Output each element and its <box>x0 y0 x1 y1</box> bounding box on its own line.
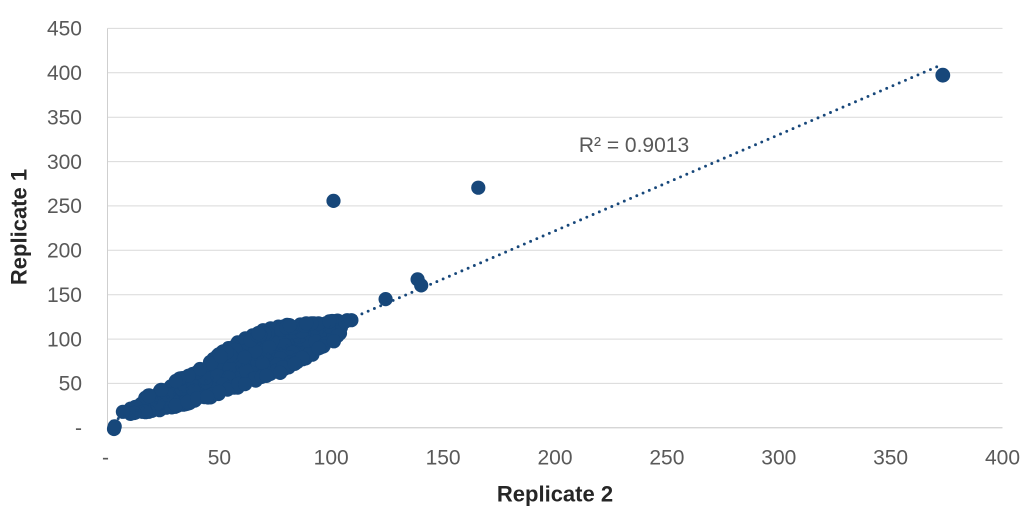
svg-text:Replicate 1: Replicate 1 <box>7 169 32 285</box>
svg-text:-: - <box>102 447 109 470</box>
svg-text:300: 300 <box>47 151 82 174</box>
svg-text:Replicate 2: Replicate 2 <box>497 482 613 507</box>
svg-text:400: 400 <box>985 447 1020 470</box>
svg-text:400: 400 <box>47 62 82 85</box>
svg-text:100: 100 <box>314 447 349 470</box>
svg-text:350: 350 <box>47 107 82 130</box>
svg-text:50: 50 <box>208 447 231 470</box>
svg-text:150: 150 <box>426 447 461 470</box>
svg-text:300: 300 <box>761 447 796 470</box>
svg-text:150: 150 <box>47 284 82 307</box>
svg-text:-: - <box>75 417 82 440</box>
svg-text:200: 200 <box>537 447 572 470</box>
svg-text:100: 100 <box>47 328 82 351</box>
svg-text:50: 50 <box>59 373 82 396</box>
svg-text:200: 200 <box>47 240 82 263</box>
svg-text:R² = 0.9013: R² = 0.9013 <box>579 134 689 157</box>
svg-text:250: 250 <box>649 447 684 470</box>
svg-text:450: 450 <box>47 18 82 41</box>
svg-text:250: 250 <box>47 195 82 218</box>
svg-text:350: 350 <box>873 447 908 470</box>
